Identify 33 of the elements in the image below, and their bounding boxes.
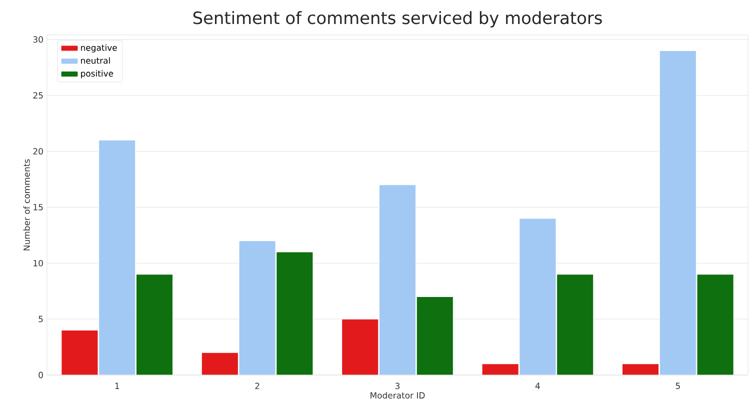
bar xyxy=(342,319,378,375)
legend-label: neutral xyxy=(81,57,110,64)
y-tick-label: 10 xyxy=(34,260,43,266)
x-tick-label: 4 xyxy=(535,382,540,389)
y-tick-label: 30 xyxy=(33,36,43,43)
x-tick-label: 3 xyxy=(395,382,400,390)
bar xyxy=(556,274,594,375)
bar xyxy=(482,364,519,375)
legend-label: negative xyxy=(81,44,117,52)
x-tick-label: 5 xyxy=(676,382,680,390)
bar xyxy=(379,184,416,375)
x-axis-title: Moderator ID xyxy=(370,392,425,399)
bar xyxy=(238,240,276,375)
legend-label: positive xyxy=(81,70,114,78)
y-tick-label: 25 xyxy=(33,92,43,99)
chart-title: Sentiment of comments serviced by moderators xyxy=(193,11,602,28)
y-tick-label: 20 xyxy=(33,148,43,155)
bar xyxy=(519,218,556,375)
y-axis-title: Number of comments xyxy=(23,159,30,250)
bar xyxy=(276,252,314,375)
y-tick-label: 5 xyxy=(38,316,43,322)
bar xyxy=(61,330,98,375)
x-tick-label: 1 xyxy=(115,382,120,389)
bar xyxy=(136,274,174,375)
y-tick-label: 0 xyxy=(38,372,43,378)
bar xyxy=(622,364,660,375)
x-tick-label: 2 xyxy=(255,382,260,390)
bar xyxy=(416,296,454,375)
bar xyxy=(98,140,136,375)
bar xyxy=(659,50,697,375)
bar xyxy=(696,274,734,375)
bar xyxy=(201,352,239,375)
y-tick-label: 15 xyxy=(34,204,43,210)
